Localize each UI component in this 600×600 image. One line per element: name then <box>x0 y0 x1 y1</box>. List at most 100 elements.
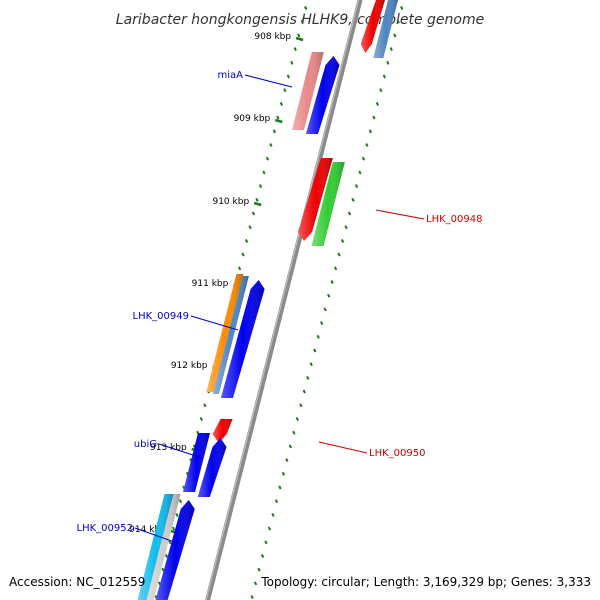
gene-label: ubiG <box>134 439 157 450</box>
tick-dot <box>293 47 297 52</box>
tick-dot <box>292 430 296 435</box>
tick-label: 913 kbp <box>150 443 187 453</box>
tick-label: 908 kbp <box>254 32 291 42</box>
label-leader <box>158 443 203 459</box>
tick-label: 910 kbp <box>212 197 249 207</box>
labels-layer: miaA LHK_00948 LHK_00949 LHK_00950 ubiG LHK_0… <box>77 70 482 545</box>
gene-label: miaA <box>218 70 244 81</box>
gene-label: LHK_00952 <box>77 523 133 534</box>
tick-dot <box>396 19 400 24</box>
tick-dot <box>320 321 324 326</box>
gene-arrow-shade <box>212 276 249 394</box>
gene-arrow-shade <box>298 158 333 241</box>
gene-arrow-shade <box>220 280 265 398</box>
tick-label: 911 kbp <box>192 279 229 289</box>
tick-ring: 908 kbp 909 kbp 910 kbp 911 kbp 912 kbp 913 k… <box>129 6 404 600</box>
tick-dot <box>382 74 386 79</box>
gene-arrow-shade <box>311 162 345 246</box>
tick-dot <box>297 33 301 38</box>
tick-dot <box>333 266 338 271</box>
gene-label: LHK_00948 <box>426 214 482 225</box>
tick-dot <box>316 334 320 339</box>
tick-dot <box>168 540 172 545</box>
tick-dot <box>288 444 293 449</box>
tick-dot <box>260 554 265 558</box>
gene-arrow-shade <box>197 438 227 497</box>
tick-dot <box>255 197 259 202</box>
tick-dot <box>337 252 341 257</box>
gene-label: LHK_00950 <box>369 448 425 459</box>
gene-arrow-shade <box>137 494 174 600</box>
tick-dot <box>354 184 359 189</box>
tick-dot <box>262 170 266 175</box>
tick-dot <box>299 403 303 408</box>
genes-layer <box>137 0 398 600</box>
tick-dot <box>375 101 380 106</box>
tick-dot <box>302 389 306 394</box>
tick-dot <box>389 47 393 52</box>
tick-dot <box>258 184 263 189</box>
backbone-layer <box>205 0 363 600</box>
tick-dot <box>351 197 355 202</box>
tick-dot <box>309 362 313 367</box>
tick-dot <box>400 6 404 10</box>
label-leader <box>190 315 239 331</box>
tick-dot <box>368 129 373 134</box>
label-leader <box>375 209 425 220</box>
gene-arrow-shade <box>155 500 195 600</box>
tick-dot <box>290 60 294 65</box>
tick-label: 912 kbp <box>171 361 208 371</box>
tick-dot <box>276 115 280 120</box>
tick-dot <box>269 143 273 147</box>
gene-arrow-shade <box>146 494 181 600</box>
tick-dot <box>340 238 345 243</box>
gene-arrow-shade <box>373 0 398 58</box>
label-leader <box>244 74 293 88</box>
tick-dot <box>244 238 249 243</box>
tick-dot <box>393 33 397 38</box>
tick-dot <box>171 526 176 531</box>
tick-major <box>295 36 304 42</box>
backbone-highlight <box>205 0 360 600</box>
tick-dot <box>251 211 256 216</box>
gene-arrow-shade <box>183 433 211 492</box>
tick-dot <box>386 60 390 65</box>
tick-dot <box>264 540 268 545</box>
tick-dot <box>330 280 334 284</box>
gene-label: LHK_00949 <box>133 311 189 322</box>
tick-major <box>253 201 262 207</box>
tick-dot <box>279 101 284 106</box>
gene-arrow-shade <box>212 419 233 443</box>
tick-dot <box>295 417 299 421</box>
tick-dot <box>178 499 183 504</box>
tick-dot <box>323 307 327 312</box>
gene-arrow-shade <box>305 56 340 134</box>
tick-dot <box>283 88 287 93</box>
accession-text: Accession: NC_012559 <box>9 575 146 589</box>
tick-dot <box>285 458 289 463</box>
tick-dot <box>267 526 272 531</box>
gene-arrow-shade <box>360 0 385 53</box>
label-leader <box>134 527 181 545</box>
tick-dot <box>281 471 286 476</box>
tick-dot <box>365 143 369 147</box>
tick-dot <box>358 170 362 175</box>
gene-arrow-shade <box>291 52 324 130</box>
gene-arrow-shade <box>206 274 244 392</box>
tick-dot <box>237 266 242 271</box>
tick-dot <box>361 156 366 161</box>
tick-dot <box>175 512 179 517</box>
tick-dot <box>253 581 258 586</box>
tick-dot <box>344 225 348 230</box>
tick-dot <box>286 74 290 79</box>
backbone-line <box>205 0 363 600</box>
tick-label: 914 kbp <box>129 525 166 535</box>
tick-dot <box>265 156 270 161</box>
tick-dot <box>326 293 331 298</box>
tick-dot <box>274 499 279 504</box>
tick-dot <box>241 252 245 257</box>
tick-dot <box>313 348 317 353</box>
tick-dot <box>250 595 254 600</box>
tick-dot <box>347 211 352 216</box>
